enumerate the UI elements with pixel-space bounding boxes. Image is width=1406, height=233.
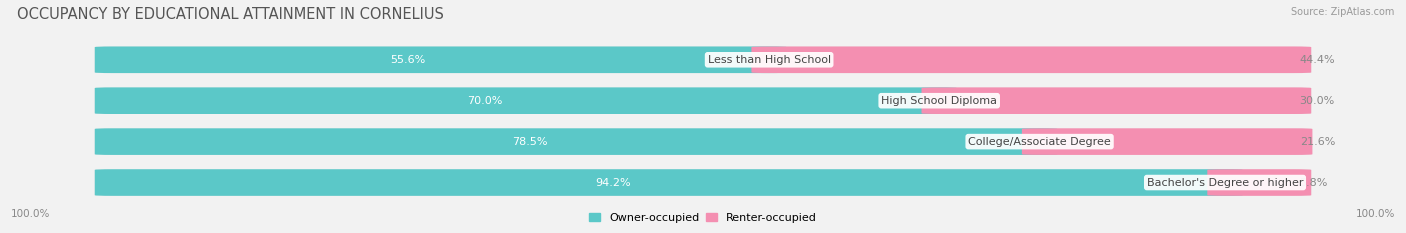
Text: 100.0%: 100.0% <box>1355 209 1395 219</box>
Text: 5.8%: 5.8% <box>1299 178 1327 188</box>
Text: 78.5%: 78.5% <box>512 137 547 147</box>
Text: Source: ZipAtlas.com: Source: ZipAtlas.com <box>1291 7 1395 17</box>
FancyBboxPatch shape <box>1022 128 1312 155</box>
FancyBboxPatch shape <box>94 47 1312 73</box>
Text: High School Diploma: High School Diploma <box>882 96 997 106</box>
FancyBboxPatch shape <box>94 87 1312 114</box>
FancyBboxPatch shape <box>1208 169 1312 196</box>
FancyBboxPatch shape <box>94 169 1243 196</box>
FancyBboxPatch shape <box>921 87 1312 114</box>
Text: 55.6%: 55.6% <box>391 55 426 65</box>
Text: Bachelor's Degree or higher: Bachelor's Degree or higher <box>1147 178 1303 188</box>
FancyBboxPatch shape <box>94 128 1057 155</box>
FancyBboxPatch shape <box>94 47 787 73</box>
Text: Less than High School: Less than High School <box>707 55 831 65</box>
FancyBboxPatch shape <box>751 47 1312 73</box>
Legend: Owner-occupied, Renter-occupied: Owner-occupied, Renter-occupied <box>585 209 821 227</box>
Text: 30.0%: 30.0% <box>1299 96 1334 106</box>
Text: 100.0%: 100.0% <box>11 209 51 219</box>
FancyBboxPatch shape <box>94 87 957 114</box>
Text: 70.0%: 70.0% <box>467 96 502 106</box>
Text: 94.2%: 94.2% <box>595 178 631 188</box>
Text: 21.6%: 21.6% <box>1301 137 1336 147</box>
FancyBboxPatch shape <box>94 128 1312 155</box>
FancyBboxPatch shape <box>94 169 1312 196</box>
Text: OCCUPANCY BY EDUCATIONAL ATTAINMENT IN CORNELIUS: OCCUPANCY BY EDUCATIONAL ATTAINMENT IN C… <box>17 7 444 22</box>
Text: 44.4%: 44.4% <box>1299 55 1336 65</box>
Text: College/Associate Degree: College/Associate Degree <box>969 137 1111 147</box>
